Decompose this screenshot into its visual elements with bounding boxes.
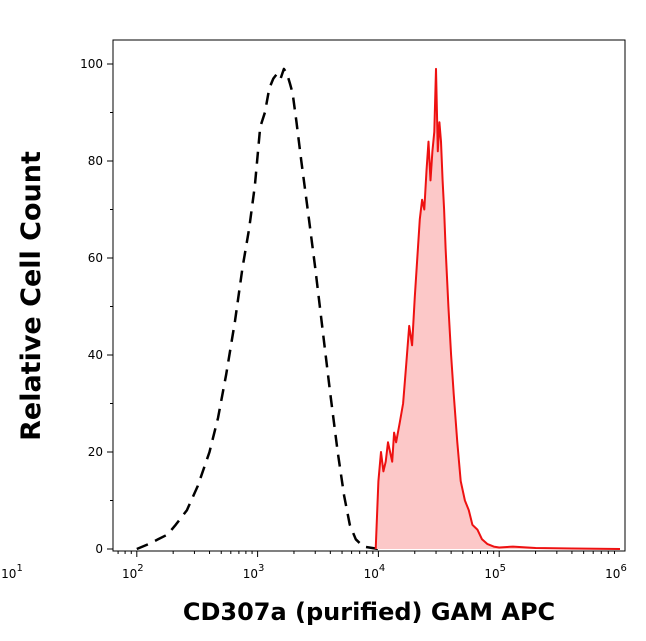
x-tick-exponent: 3 [258, 563, 264, 574]
y-tick-label: 60 [88, 251, 103, 265]
x-tick-label: 102 [122, 563, 144, 581]
y-tick-label: 20 [88, 445, 103, 459]
x-tick-exponent: 2 [137, 563, 143, 574]
x-tick-label: 104 [364, 563, 386, 581]
x-tick-label: 101 [1, 563, 23, 581]
x-tick-base: 10 [484, 567, 499, 581]
y-axis-title: Relative Cell Count [16, 151, 47, 441]
x-tick-base: 10 [122, 567, 137, 581]
series-0-line [136, 67, 379, 551]
y-tick-label: 100 [80, 57, 103, 71]
x-tick-base: 10 [1, 567, 16, 581]
y-tick-label: 40 [88, 348, 103, 362]
x-tick-exponent: 6 [620, 563, 626, 574]
plot-frame [112, 39, 626, 552]
x-axis-title: CD307a (purified) GAM APC [183, 598, 555, 626]
x-tick-label: 106 [605, 563, 627, 581]
x-tick-base: 10 [243, 567, 258, 581]
x-tick-exponent: 5 [500, 563, 506, 574]
series-layer [136, 67, 621, 551]
x-tick-base: 10 [364, 567, 379, 581]
series-1-line [374, 67, 621, 550]
x-axis: 101 102 103 104 105 106 [1, 551, 627, 581]
x-tick-exponent: 1 [16, 563, 22, 574]
x-tick-label: 103 [243, 563, 265, 581]
x-tick-exponent: 4 [379, 563, 385, 574]
x-tick-label: 105 [484, 563, 506, 581]
series-1-area [375, 68, 620, 550]
y-tick-label: 0 [95, 542, 103, 556]
y-tick-label: 80 [88, 154, 103, 168]
x-tick-base: 10 [605, 567, 620, 581]
y-axis: 0 20 40 60 80 100 [80, 57, 113, 556]
